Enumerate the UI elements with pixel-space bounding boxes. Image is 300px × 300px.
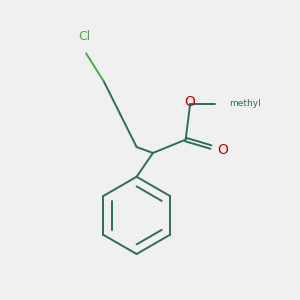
Text: O: O <box>185 95 196 110</box>
Text: methyl: methyl <box>229 99 260 108</box>
Text: O: O <box>217 143 228 157</box>
Text: Cl: Cl <box>79 30 91 43</box>
